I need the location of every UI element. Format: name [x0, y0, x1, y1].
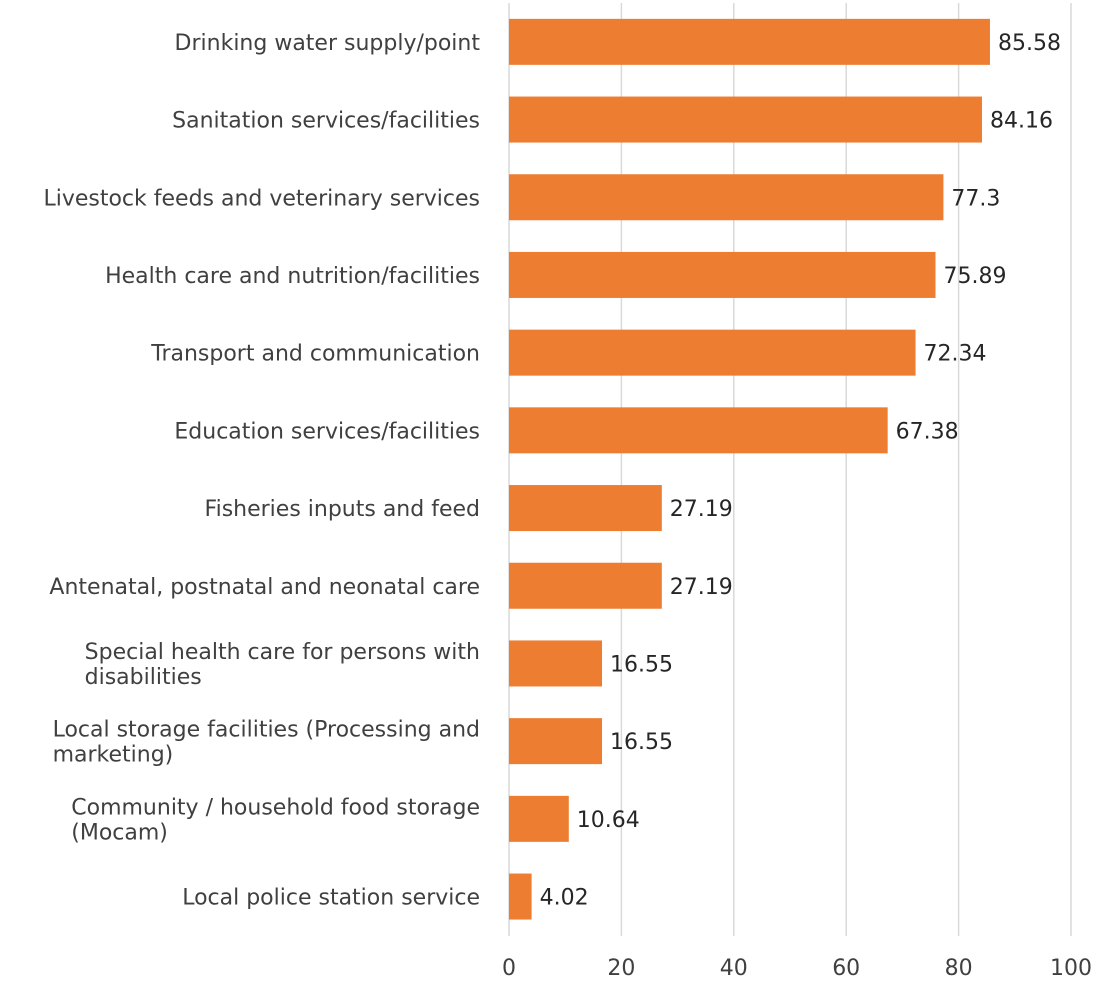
bar [509, 873, 532, 920]
category-label: Community / household food storage (Mocam… [71, 795, 480, 845]
data-label: 75.89 [944, 264, 1007, 289]
bar [509, 329, 916, 376]
category-label: Transport and communication [150, 342, 480, 367]
bar [509, 407, 888, 454]
x-tick-label: 0 [502, 956, 516, 981]
x-tick-label: 40 [720, 956, 748, 981]
category-label: Special health care for persons with disa… [85, 640, 480, 690]
x-axis-ticks: 0 20 40 60 80 100 [502, 956, 1092, 981]
x-tick-label: 100 [1050, 956, 1092, 981]
bar [509, 795, 569, 842]
bar [509, 18, 990, 65]
category-label: Education services/facilities [174, 419, 480, 444]
bar [509, 485, 662, 532]
data-label: 67.38 [896, 419, 959, 444]
data-label: 27.19 [670, 497, 733, 522]
category-label: Health care and nutrition/facilities [105, 264, 480, 289]
x-tick-label: 60 [832, 956, 860, 981]
bar [509, 562, 662, 609]
category-label: Sanitation services/facilities [172, 109, 480, 134]
category-label: Fisheries inputs and feed [205, 497, 480, 522]
category-label: Livestock feeds and veterinary services [43, 186, 480, 211]
grid-layer [508, 3, 1072, 936]
bar [509, 718, 603, 765]
x-tick-label: 80 [945, 956, 973, 981]
category-label: Drinking water supply/point [175, 31, 481, 56]
data-label: 16.55 [610, 652, 673, 677]
data-label: 84.16 [990, 109, 1053, 134]
bar-layer [509, 18, 990, 920]
category-label: Local police station service [182, 886, 480, 911]
data-label: 4.02 [540, 886, 589, 911]
data-label: 77.3 [951, 186, 1000, 211]
data-label: 16.55 [610, 730, 673, 755]
bar [509, 96, 982, 143]
bar [509, 640, 603, 687]
x-tick-label: 20 [607, 956, 635, 981]
category-labels: Drinking water supply/point Sanitation se… [43, 31, 480, 911]
category-label: Local storage facilities (Processing and… [53, 718, 480, 768]
bar [509, 174, 944, 221]
data-label: 85.58 [998, 31, 1061, 56]
category-label: Antenatal, postnatal and neonatal care [49, 575, 480, 600]
data-label: 27.19 [670, 575, 733, 600]
bar [509, 251, 936, 298]
data-label: 10.64 [577, 808, 640, 833]
data-label: 72.34 [924, 342, 987, 367]
value-labels: 85.58 84.16 77.3 75.89 72.34 67.38 27.19 27.19 1… [540, 31, 1061, 911]
